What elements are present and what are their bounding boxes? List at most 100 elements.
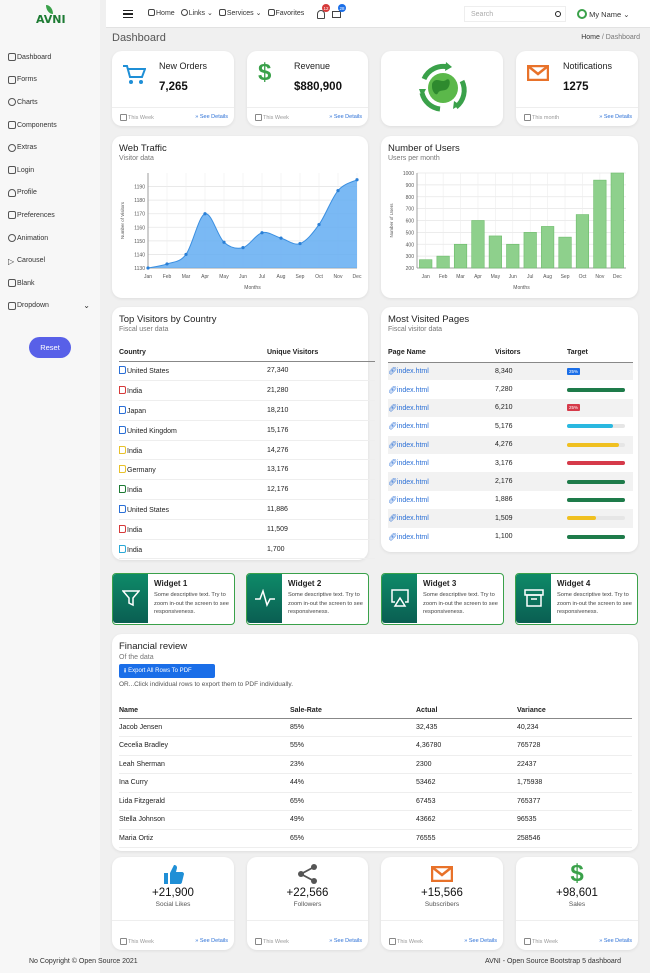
- page-link[interactable]: index.html: [396, 368, 429, 376]
- sidebar-item-components[interactable]: Components: [8, 114, 100, 137]
- table-row[interactable]: Lida Fitzgerald 65% 67453 765377: [119, 792, 632, 811]
- table-row[interactable]: Cecelia Bradley 55% 4,36780 765728: [119, 736, 632, 756]
- widget-card-1[interactable]: Widget 1 Some descriptive text. Try to z…: [112, 573, 235, 625]
- sidebar-item-label: Preferences: [17, 211, 55, 219]
- series-line: [147, 179, 358, 269]
- top-link-links[interactable]: Links ⌄: [180, 9, 213, 17]
- see-details-link[interactable]: » See Details: [329, 114, 362, 120]
- search-icon[interactable]: [555, 11, 561, 17]
- sidebar-item-animation[interactable]: Animation: [8, 227, 100, 250]
- page-link[interactable]: index.html: [396, 496, 429, 504]
- sidebar-item-extras[interactable]: Extras: [8, 136, 100, 159]
- sidebar-item-forms[interactable]: Forms: [8, 69, 100, 92]
- link-icon: 🔗︎: [388, 423, 397, 431]
- see-details-link[interactable]: » See Details: [599, 114, 632, 120]
- sidebar-item-charts[interactable]: Charts: [8, 91, 100, 114]
- archive-icon: [524, 589, 544, 607]
- country-name: United Kingdom: [127, 427, 177, 435]
- page-link[interactable]: index.html: [396, 533, 429, 541]
- financial-cell: 65%: [290, 829, 416, 848]
- person-icon: [8, 188, 16, 197]
- card-subtitle: Fiscal user data: [119, 326, 169, 333]
- details-label: See Details: [333, 114, 362, 120]
- page-cell[interactable]: 🔗︎index.html: [388, 417, 495, 435]
- hamburger-menu-icon[interactable]: [123, 10, 133, 18]
- sidebar-item-carousel[interactable]: ▷ Carousel: [8, 249, 100, 272]
- data-point: [279, 236, 283, 240]
- see-details-link[interactable]: » See Details: [195, 114, 228, 120]
- sidebar-item-preferences[interactable]: Preferences: [8, 204, 100, 227]
- table-row[interactable]: Jacob Jensen 85% 32,435 40,234: [119, 718, 632, 737]
- mail-icon[interactable]: [332, 11, 341, 18]
- see-details-link[interactable]: » See Details: [464, 938, 497, 944]
- see-details-link[interactable]: » See Details: [195, 938, 228, 944]
- bar: [610, 172, 624, 269]
- column-header: Name: [119, 703, 290, 719]
- stat-label: Revenue: [294, 61, 331, 71]
- page-link[interactable]: index.html: [396, 441, 429, 449]
- page-cell[interactable]: 🔗︎index.html: [388, 528, 495, 546]
- sidebar-item-profile[interactable]: Profile: [8, 182, 100, 205]
- export-pdf-button[interactable]: ⭳ Export All Rows To PDF: [119, 664, 215, 678]
- top-link-home[interactable]: Home: [148, 9, 175, 17]
- country-cell: United States: [119, 499, 267, 520]
- brand-logo[interactable]: AVNI: [36, 5, 66, 26]
- export-label: Export All Rows To PDF: [128, 668, 192, 674]
- user-menu[interactable]: My Name ⌄: [577, 9, 630, 19]
- y-tick-label: 800: [406, 195, 415, 201]
- page-link[interactable]: index.html: [396, 386, 429, 394]
- page-cell[interactable]: 🔗︎index.html: [388, 380, 495, 398]
- country-name: India: [127, 447, 143, 455]
- sidebar-item-dropdown[interactable]: Dropdown ⌄: [8, 295, 100, 318]
- table-row: 🔗︎index.html 8,340 25%: [388, 362, 633, 381]
- page-cell[interactable]: 🔗︎index.html: [388, 509, 495, 528]
- page-cell[interactable]: 🔗︎index.html: [388, 435, 495, 454]
- top-nav: Home Links ⌄ Services ⌄ Favorites: [148, 9, 304, 17]
- target-cell: [567, 472, 633, 491]
- page-cell[interactable]: 🔗︎index.html: [388, 362, 495, 381]
- page-cell[interactable]: 🔗︎index.html: [388, 491, 495, 509]
- widget-card-2[interactable]: Widget 2 Some descriptive text. Try to z…: [246, 573, 369, 625]
- sidebar-item-dashboard[interactable]: Dashboard: [8, 46, 100, 69]
- widget-card-3[interactable]: Widget 3 Some descriptive text. Try to z…: [381, 573, 504, 625]
- table-row: 🔗︎index.html 2,176: [388, 472, 633, 491]
- see-details-link[interactable]: » See Details: [599, 938, 632, 944]
- page-link[interactable]: index.html: [396, 423, 429, 431]
- page-link[interactable]: index.html: [396, 515, 429, 523]
- top-link-favorites[interactable]: Favorites: [267, 9, 304, 17]
- bell-icon[interactable]: [317, 10, 325, 19]
- table-row[interactable]: Leah Sherman 23% 2300 22437: [119, 755, 632, 774]
- breadcrumb-home[interactable]: Home: [581, 34, 600, 41]
- data-point: [203, 212, 207, 216]
- sidebar-item-blank[interactable]: Blank: [8, 272, 100, 295]
- page-cell[interactable]: 🔗︎index.html: [388, 472, 495, 491]
- reset-button[interactable]: Reset: [29, 337, 71, 358]
- widget-card-4[interactable]: Widget 4 Some descriptive text. Try to z…: [515, 573, 638, 625]
- data-point: [222, 240, 226, 244]
- page-cell[interactable]: 🔗︎index.html: [388, 398, 495, 418]
- page-link[interactable]: index.html: [396, 478, 429, 486]
- sidebar-item-login[interactable]: Login: [8, 159, 100, 182]
- x-tick-label: Apr: [474, 274, 482, 280]
- sidebar-item-label: Components: [17, 121, 57, 129]
- table-row[interactable]: Stella Johnson 49% 43662 96535: [119, 810, 632, 830]
- search-input[interactable]: Search: [464, 6, 566, 22]
- page-cell[interactable]: 🔗︎index.html: [388, 454, 495, 472]
- visitors-cell: 2,176: [495, 472, 567, 491]
- visitors-cell: 1,509: [495, 509, 567, 528]
- country-cell: India: [119, 380, 267, 402]
- x-tick-label: Oct: [315, 274, 323, 280]
- see-details-link[interactable]: » See Details: [329, 938, 362, 944]
- followers-card: +22,566 Followers This Week » See Details: [247, 857, 368, 950]
- page-link[interactable]: index.html: [396, 460, 429, 468]
- data-point: [184, 252, 188, 257]
- table-row[interactable]: Maria Ortiz 65% 76555 258546: [119, 829, 632, 848]
- top-link-services[interactable]: Services ⌄: [218, 9, 262, 17]
- financial-cell: 44%: [290, 773, 416, 793]
- target-percent-badge: 25%: [567, 367, 581, 375]
- table-row[interactable]: Ina Curry 44% 53462 1,75938: [119, 773, 632, 793]
- table-row: India 1,700: [119, 539, 375, 560]
- page-link[interactable]: index.html: [396, 404, 429, 412]
- y-tick-label: 1140: [134, 252, 145, 258]
- bar: [558, 236, 572, 269]
